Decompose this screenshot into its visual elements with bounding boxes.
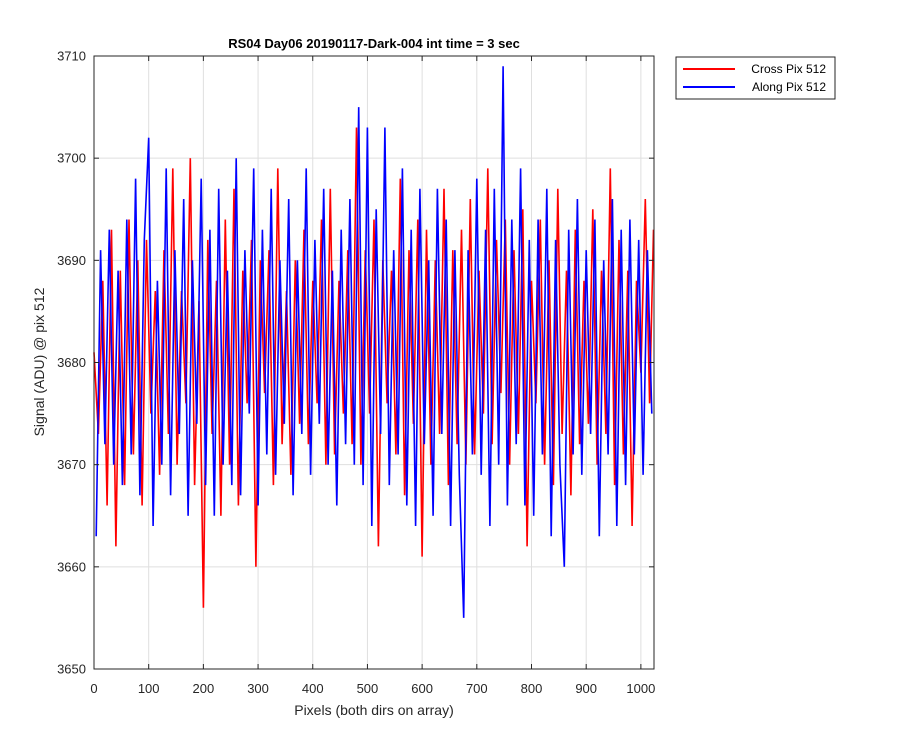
- x-tick-label: 800: [521, 681, 543, 696]
- x-tick-label: 700: [466, 681, 488, 696]
- chart-title: RS04 Day06 20190117-Dark-004 int time = …: [228, 36, 520, 51]
- x-tick-label: 100: [138, 681, 160, 696]
- x-tick-label: 500: [357, 681, 379, 696]
- y-tick-label: 3660: [57, 559, 86, 574]
- y-tick-label: 3680: [57, 355, 86, 370]
- y-tick-label: 3710: [57, 49, 86, 64]
- y-tick-label: 3700: [57, 151, 86, 166]
- x-tick-label: 200: [193, 681, 215, 696]
- x-tick-label: 900: [575, 681, 597, 696]
- legend-label-cross: Cross Pix 512: [751, 62, 826, 76]
- y-tick-label: 3650: [57, 662, 86, 677]
- axis-ticks: 0 100 200 300 400 500 600 700 800 900 1000 3650 3660…: [57, 49, 655, 697]
- legend-box: [675, 56, 836, 100]
- x-tick-label: 400: [302, 681, 324, 696]
- x-axis-label: Pixels (both dirs on array): [294, 702, 454, 718]
- y-tick-label: 3690: [57, 253, 86, 268]
- legend: Cross Pix 512 Along Pix 512: [675, 56, 836, 100]
- legend-label-along: Along Pix 512: [752, 80, 826, 94]
- series-line-along-pix-512: [95, 66, 653, 618]
- y-tick-label: 3670: [57, 457, 86, 472]
- series-line-cross-pix-512: [93, 127, 655, 608]
- series-layer: [93, 66, 655, 618]
- x-tick-label: 600: [411, 681, 433, 696]
- x-tick-label: 1000: [626, 681, 655, 696]
- y-axis-label: Signal (ADU) @ pix 512: [31, 287, 47, 436]
- x-tick-label: 0: [90, 681, 97, 696]
- x-tick-label: 300: [247, 681, 269, 696]
